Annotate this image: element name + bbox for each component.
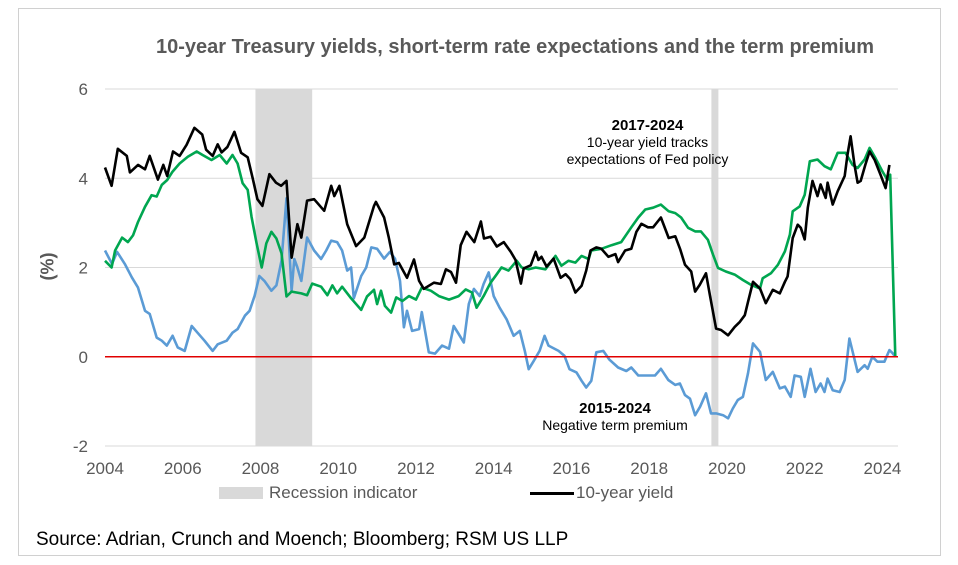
x-tick-label: 2020 bbox=[708, 459, 746, 478]
annotation-line: 10-year yield tracks bbox=[586, 134, 709, 150]
annotation-term-premium: 2015-2024 Negative term premium bbox=[515, 400, 715, 434]
x-tick-label: 2016 bbox=[553, 459, 591, 478]
chart-title: 10-year Treasury yields, short-term rate… bbox=[155, 36, 875, 58]
x-tick-label: 2004 bbox=[86, 459, 124, 478]
annotation-fed-policy: 2017-2024 10-year yield tracks expectati… bbox=[530, 117, 765, 168]
x-tick-label: 2018 bbox=[630, 459, 668, 478]
annotation-line: Negative term premium bbox=[542, 417, 688, 433]
legend-swatch-recession bbox=[219, 487, 263, 499]
source-note: Source: Adrian, Crunch and Moench; Bloom… bbox=[36, 529, 569, 550]
series-line-1 bbox=[104, 146, 897, 357]
annotation-title: 2017-2024 bbox=[611, 117, 684, 134]
x-tick-label: 2022 bbox=[786, 459, 824, 478]
series-line-2 bbox=[103, 197, 897, 420]
series-line-0 bbox=[103, 126, 891, 337]
legend-item-10-year-yield: 10-year yield bbox=[530, 483, 673, 503]
x-tick-label: 2006 bbox=[164, 459, 202, 478]
legend-label: 10-year yield bbox=[576, 483, 674, 502]
y-tick-label: 6 bbox=[79, 80, 88, 99]
x-tick-label: 2010 bbox=[319, 459, 357, 478]
legend-label: Recession indicator bbox=[269, 483, 418, 502]
y-tick-label: 4 bbox=[79, 169, 88, 188]
x-tick-label: 2008 bbox=[242, 459, 280, 478]
y-tick-label: 2 bbox=[79, 259, 88, 278]
x-tick-label: 2014 bbox=[475, 459, 513, 478]
x-tick-label: 2024 bbox=[864, 459, 902, 478]
y-tick-label: 0 bbox=[79, 348, 88, 367]
annotation-line: expectations of Fed policy bbox=[566, 151, 729, 167]
legend-item-recession: Recession indicator bbox=[219, 483, 417, 503]
chart-frame bbox=[18, 8, 941, 556]
y-tick-label: -2 bbox=[73, 437, 88, 456]
x-tick-label: 2012 bbox=[397, 459, 435, 478]
legend-swatch-10-year-yield bbox=[530, 491, 574, 495]
annotation-title: 2015-2024 bbox=[579, 400, 651, 417]
